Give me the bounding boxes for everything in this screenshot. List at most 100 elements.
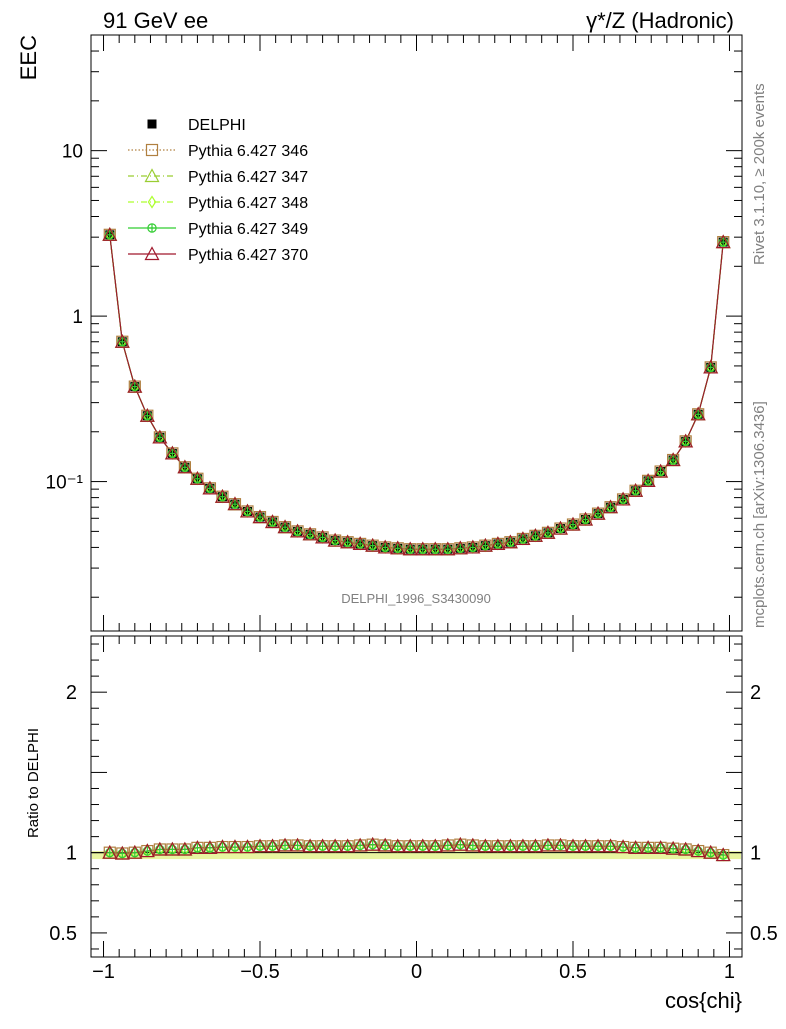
data-point-ratio-s4-9	[214, 839, 230, 854]
data-point-main-s5-23	[390, 540, 406, 555]
data-point-ratio-s4-47	[690, 843, 706, 858]
y-axis-title-main: EEC	[16, 35, 41, 80]
x-tick-label: −1	[92, 961, 115, 983]
series-line-main-3	[109, 234, 724, 550]
data-point-main-s5-8	[202, 480, 218, 495]
data-point-main-s5-12	[252, 509, 268, 524]
data-point-main-s5-17	[315, 529, 331, 544]
legend-label-3: Pythia 6.427 348	[188, 195, 308, 212]
data-point-main-s5-28	[452, 540, 468, 555]
analysis-label: DELPHI_1996_S3430090	[341, 591, 491, 606]
legend-marker-5	[144, 246, 160, 261]
legend-label-5: Pythia 6.427 370	[188, 247, 308, 264]
data-point-ratio-s4-43	[640, 840, 656, 854]
data-point-main-s5-19	[340, 534, 356, 549]
data-point-main-s5-0	[102, 227, 118, 241]
legend-label-1: Pythia 6.427 346	[188, 143, 308, 160]
data-point-main-s5-4	[152, 429, 168, 444]
y-tick-label-ratio: 2	[66, 682, 77, 704]
series-markers-layer	[102, 227, 731, 862]
data-point-main-s5-10	[227, 496, 243, 511]
data-point-ratio-s4-33	[515, 838, 531, 853]
header-left: 91 GeV ee	[103, 8, 208, 33]
legend-marker-4	[147, 223, 157, 233]
main-plot-frame	[90, 34, 743, 632]
data-point-ratio-s4-42	[628, 840, 644, 854]
data-point-main-s5-49	[715, 234, 731, 249]
data-point-ratio-s4-32	[502, 838, 518, 853]
data-point-main-s5-37	[565, 516, 581, 531]
data-point-ratio-s4-34	[527, 838, 543, 853]
data-point-main-s5-25	[415, 541, 431, 556]
data-point-main-s5-18	[327, 532, 343, 547]
legend-marker-3	[147, 195, 157, 209]
data-point-main-s5-20	[352, 536, 368, 551]
data-point-ratio-s4-15	[290, 837, 306, 852]
x-axis-title: cos{chi}	[665, 988, 742, 1013]
data-point-ratio-s4-27	[440, 837, 456, 852]
data-point-ratio-s4-30	[477, 838, 493, 853]
data-point-ratio-s4-12	[252, 838, 268, 853]
data-point-ratio-s4-11	[239, 839, 255, 854]
y-tick-label-ratio: 0.5	[49, 923, 77, 945]
data-point-main-s5-14	[277, 519, 293, 534]
data-point-main-s5-48	[703, 359, 719, 374]
mcplots-label: mcplots.cern.ch [arXiv:1306.3436]	[751, 401, 768, 628]
data-point-main-s5-43	[640, 473, 656, 487]
legend-marker-1	[145, 143, 159, 157]
data-point-ratio-s4-26	[427, 838, 443, 853]
data-point-main-s5-1	[114, 333, 130, 348]
data-point-main-s5-29	[465, 539, 481, 554]
series-line-main-4	[109, 234, 724, 550]
series-lines-layer	[109, 234, 724, 856]
data-point-ratio-s4-16	[302, 838, 318, 853]
data-point-ratio-s4-49	[715, 847, 731, 862]
data-point-main-s5-26	[427, 541, 443, 556]
data-point-main-s5-6	[177, 459, 193, 474]
data-point-main-s5-34	[527, 528, 543, 542]
x-tick-label: 0	[411, 961, 422, 983]
data-point-main-s5-2	[127, 378, 143, 393]
header-right: γ*/Z (Hadronic)	[586, 8, 734, 33]
data-point-main-s5-44	[653, 463, 669, 478]
data-point-main-s5-36	[552, 520, 568, 535]
data-point-main-s5-9	[214, 488, 230, 503]
y-tick-label-main: 10⁻¹	[46, 473, 84, 494]
data-point-ratio-s4-44	[653, 840, 669, 854]
y-tick-label-main: 1	[72, 307, 83, 328]
legend: DELPHI Pythia 6.427 346 Pythia 6.427 347 Py…	[128, 117, 308, 264]
data-point-main-s5-41	[615, 491, 631, 506]
y-tick-label-ratio: 1	[66, 843, 77, 865]
data-point-ratio-s4-41	[615, 839, 631, 854]
ratio-plot-frame	[90, 635, 743, 958]
data-point-ratio-s4-7	[189, 840, 205, 854]
legend-label-2: Pythia 6.427 347	[188, 169, 308, 186]
y-axis-title-ratio: Ratio to DELPHI	[25, 728, 42, 838]
data-point-ratio-s4-29	[465, 837, 481, 852]
data-point-main-s5-35	[540, 525, 556, 539]
data-point-main-s5-39	[590, 505, 606, 520]
data-point-ratio-s4-36	[552, 837, 568, 852]
rivet-label: Rivet 3.1.10, ≥ 200k events	[751, 83, 768, 265]
ratio-band-layer	[92, 851, 741, 860]
x-tick-label: −0.5	[240, 961, 279, 983]
data-point-main-s5-32	[502, 534, 518, 549]
axis-ticks-layer	[91, 34, 742, 957]
series-line-main-2	[109, 234, 724, 550]
axis-labels-layer: 10⁻¹ 1 10 0.5 0.5 1 1 2 2 −1 −0.5 0 0.5 1 EEC Ratio to …	[16, 35, 778, 1013]
data-point-ratio-s4-38	[578, 838, 594, 853]
data-point-ratio-s4-18	[327, 838, 343, 853]
data-point-ratio-s4-2	[127, 844, 143, 859]
data-point-main-s5-46	[678, 433, 694, 448]
data-point-ratio-s4-6	[177, 841, 193, 856]
data-point-ratio-s4-31	[490, 838, 506, 853]
data-point-main-s5-24	[402, 541, 418, 556]
data-point-ratio-s4-3	[139, 843, 155, 858]
data-point-main-s5-30	[477, 537, 493, 552]
data-point-ratio-s4-1	[114, 845, 130, 860]
data-point-ratio-s4-28	[452, 836, 468, 851]
data-point-ratio-s4-19	[340, 838, 356, 853]
data-point-ratio-s4-25	[415, 838, 431, 853]
y-tick-label-ratio-right: 0.5	[750, 923, 778, 945]
data-point-ratio-s4-10	[227, 839, 243, 854]
